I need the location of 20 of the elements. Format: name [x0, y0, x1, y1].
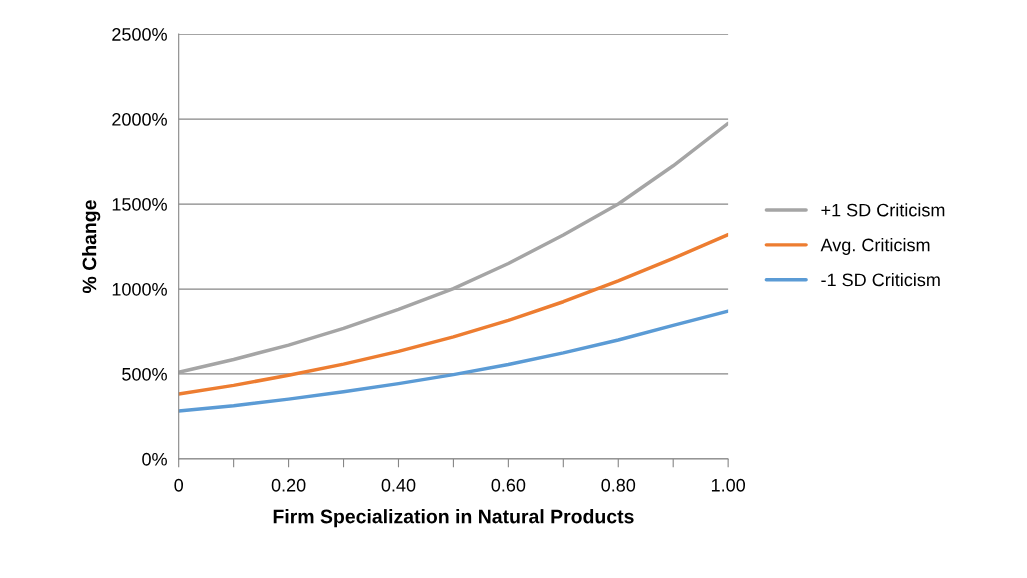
x-tick-label: 0 — [174, 478, 184, 492]
x-tick-label: 0.40 — [381, 478, 416, 492]
line-series — [178, 309, 729, 413]
legend-label: +1 SD Criticism — [821, 203, 945, 217]
legend-label: Avg. Criticism — [820, 238, 930, 255]
legend-label: -1 SD Criticism — [821, 272, 940, 287]
x-tick-label: 0.80 — [601, 478, 636, 492]
x-axis-title: Firm Specialization in Natural Products — [273, 509, 634, 528]
y-tick-label: 1500% — [112, 197, 167, 211]
y-tick-label: 0% — [142, 452, 167, 466]
line-series — [178, 232, 729, 396]
y-tick-label: 500% — [122, 367, 167, 381]
x-tick-label: 1.00 — [711, 478, 746, 492]
x-tick-label: 0.60 — [491, 478, 526, 492]
y-tick-label: 2500% — [112, 28, 167, 41]
y-axis-title: % Change — [82, 200, 101, 294]
line-series — [178, 121, 729, 375]
y-tick-label: 1000% — [112, 282, 167, 296]
y-tick-label: 2000% — [112, 113, 167, 126]
x-tick-label: 0.20 — [271, 478, 306, 492]
